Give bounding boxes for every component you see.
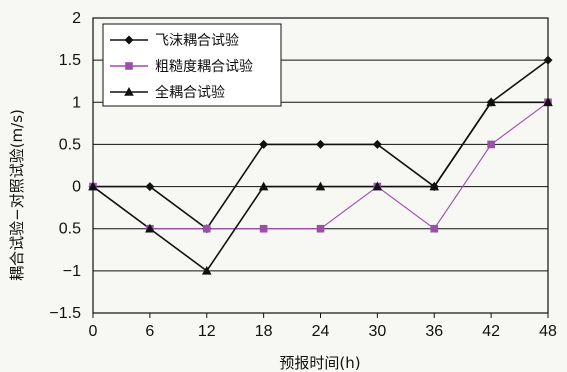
x-tick-label: 48 <box>539 323 557 340</box>
legend-marker <box>124 87 134 96</box>
x-tick-label: 12 <box>198 323 216 340</box>
y-tick-label: 1.5 <box>59 52 81 69</box>
x-tick-label: 6 <box>145 323 154 340</box>
legend-label: 飞沫耦合试验 <box>155 33 239 49</box>
legend-marker <box>125 62 133 70</box>
data-point <box>258 181 269 191</box>
legend-marker <box>124 35 134 45</box>
data-point <box>543 55 553 65</box>
legend-label: 全耦合试验 <box>155 84 225 101</box>
x-tick-label: 24 <box>312 323 330 340</box>
data-point <box>430 224 439 233</box>
data-point <box>372 181 383 191</box>
data-point <box>316 139 325 149</box>
data-point <box>316 224 325 233</box>
x-tick-label: 42 <box>482 323 500 340</box>
data-point <box>145 182 155 192</box>
y-tick-label: 0.5 <box>59 221 81 238</box>
data-point <box>429 181 440 191</box>
x-tick-label: 18 <box>255 323 273 340</box>
x-tick-label: 30 <box>368 323 386 340</box>
x-tick-label: 0 <box>89 323 98 340</box>
y-tick-label: 0.5 <box>59 136 81 153</box>
data-point <box>145 223 155 233</box>
y-tick-label: −1 <box>63 263 81 280</box>
y-tick-label: −1.5 <box>49 305 81 322</box>
data-point <box>315 181 326 191</box>
data-point <box>202 224 211 233</box>
data-point <box>201 265 212 275</box>
y-tick-label: 1 <box>72 94 81 111</box>
data-point <box>259 139 269 149</box>
data-point <box>372 139 382 149</box>
data-point <box>543 97 553 107</box>
legend-label: 粗糙度耦合试验 <box>155 59 253 75</box>
y-axis-label: 耦合试验−对照试验(m/s) <box>8 109 26 281</box>
data-point <box>259 224 268 233</box>
x-tick-label: 36 <box>425 323 443 340</box>
y-tick-label: 2 <box>72 10 81 27</box>
data-point <box>487 140 495 149</box>
x-axis-label: 预报时间(h) <box>279 354 360 372</box>
data-point <box>486 97 496 107</box>
y-tick-label: 0 <box>72 179 81 196</box>
data-point <box>88 181 98 191</box>
